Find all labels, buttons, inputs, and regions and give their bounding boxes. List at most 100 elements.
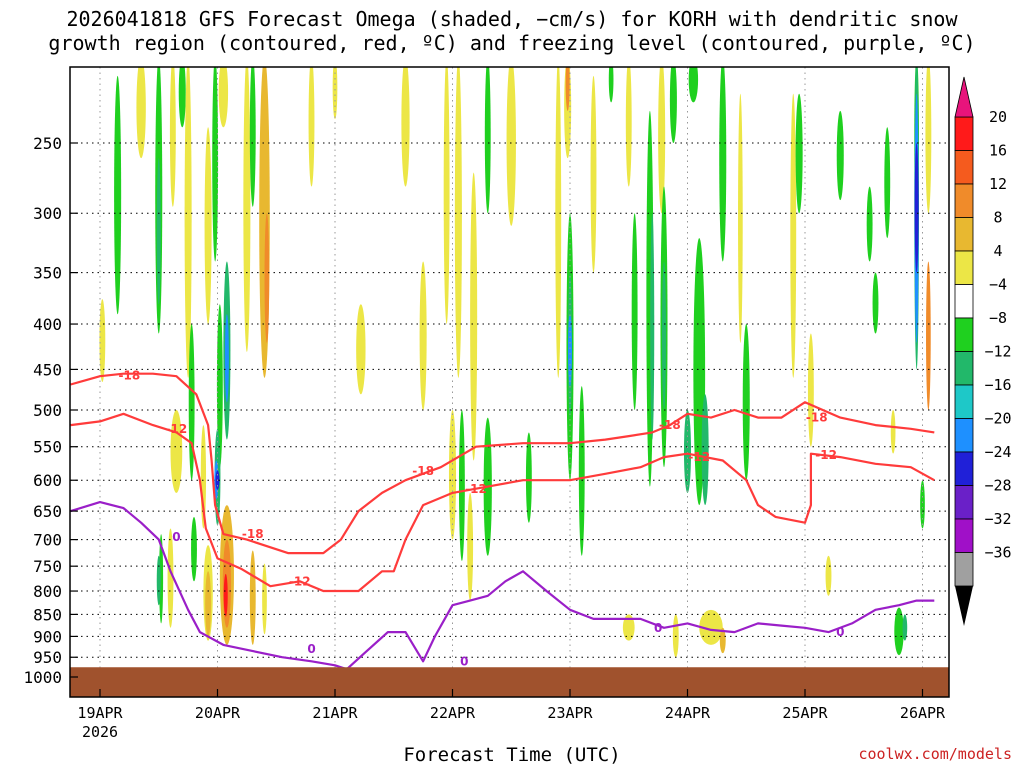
colorbar-label: −16 xyxy=(984,376,1011,394)
colorbar-swatch xyxy=(954,351,974,386)
omega-region xyxy=(795,93,803,214)
omega-region xyxy=(216,304,223,468)
plot-frame xyxy=(69,66,950,698)
colorbar-label: 4 xyxy=(993,242,1002,260)
y-tick-label: 650 xyxy=(33,502,62,521)
contour-label: 0 xyxy=(836,625,844,639)
omega-region xyxy=(872,272,879,334)
contour-label: -12 xyxy=(289,574,311,588)
omega-region xyxy=(169,67,176,207)
y-tick-label: 950 xyxy=(33,648,62,667)
colorbar-label: 16 xyxy=(989,142,1007,160)
colorbar-label: 8 xyxy=(993,209,1002,227)
contour-line xyxy=(70,501,935,671)
omega-region xyxy=(401,67,410,187)
omega-region xyxy=(99,299,106,383)
omega-region xyxy=(156,158,161,305)
x-tick-label: 24APR xyxy=(665,704,711,722)
omega-region xyxy=(525,432,532,523)
contour-label: 0 xyxy=(654,621,662,635)
credit-link[interactable]: coolwx.com/models xyxy=(858,745,1012,763)
omega-region xyxy=(119,0,128,5)
omega-region xyxy=(672,614,679,658)
colorbar-bottom-arrow xyxy=(955,586,973,626)
contour-label: 0 xyxy=(172,530,180,544)
omega-region xyxy=(631,213,638,410)
omega-region xyxy=(470,172,478,461)
x-tick-sublabel: 2026 xyxy=(82,723,118,741)
omega-region xyxy=(914,143,919,273)
y-tick-label: 250 xyxy=(33,134,62,153)
omega-region xyxy=(212,67,219,262)
omega-region xyxy=(884,127,891,239)
omega-region xyxy=(701,394,709,506)
omega-region xyxy=(159,534,164,624)
contour-label: -18 xyxy=(242,527,264,541)
omega-region xyxy=(243,67,251,352)
omega-region xyxy=(308,67,315,187)
contour-label: -18 xyxy=(412,464,434,478)
omega-region xyxy=(622,614,635,641)
omega-region xyxy=(419,261,427,410)
y-tick-label: 850 xyxy=(33,605,62,624)
omega-region xyxy=(688,67,699,103)
y-tick-label: 300 xyxy=(33,204,62,223)
omega-region xyxy=(167,528,174,628)
ground-fill xyxy=(70,667,949,697)
y-tick-label: 450 xyxy=(33,360,62,379)
colorbar-label: −24 xyxy=(984,443,1011,461)
omega-region xyxy=(719,627,726,654)
omega-region xyxy=(578,386,585,556)
omega-region xyxy=(218,67,229,128)
omega-region xyxy=(178,67,186,128)
colorbar-swatch xyxy=(954,451,974,486)
x-axis-title: Forecast Time (UTC) xyxy=(403,744,621,766)
colorbar-swatch xyxy=(954,552,974,587)
contour-label: -12 xyxy=(465,482,487,496)
omega-region xyxy=(264,213,270,343)
x-tick-label: 22APR xyxy=(430,704,476,722)
y-tick-label: 750 xyxy=(33,557,62,576)
colorbar-top-arrow xyxy=(954,76,974,118)
contour-label: -18 xyxy=(806,411,828,425)
contour-label: -18 xyxy=(659,418,681,432)
colorbar-swatch xyxy=(954,284,974,319)
omega-region xyxy=(205,571,212,637)
omega-region xyxy=(204,127,212,325)
omega-region xyxy=(249,550,256,645)
omega-region xyxy=(191,516,197,582)
omega-region xyxy=(658,67,666,214)
omega-region xyxy=(902,614,908,641)
omega-region xyxy=(114,75,122,315)
colorbar-label: −20 xyxy=(984,410,1011,428)
omega-region xyxy=(866,186,873,262)
omega-region xyxy=(590,75,597,273)
omega-region xyxy=(184,67,192,378)
omega-region xyxy=(926,261,931,410)
colorbar-swatch xyxy=(954,317,974,352)
omega-region xyxy=(790,93,797,378)
omega-region xyxy=(443,67,450,325)
colorbar-swatch xyxy=(954,183,974,218)
chart-title-line2: growth region (contoured, red, ºC) and f… xyxy=(48,31,976,55)
y-tick-label: 350 xyxy=(33,264,62,283)
x-tick-label: 21APR xyxy=(312,704,358,722)
contour-label: -12 xyxy=(815,448,837,462)
omega-region xyxy=(925,67,932,214)
omega-region xyxy=(458,410,465,562)
x-tick-label: 26APR xyxy=(900,704,946,722)
omega-region xyxy=(454,67,462,378)
colorbar-label: −28 xyxy=(984,477,1011,495)
colorbar-swatch xyxy=(954,217,974,252)
colorbar-swatch xyxy=(954,150,974,185)
omega-region xyxy=(890,410,896,454)
colorbar-label: −4 xyxy=(989,276,1007,294)
omega-region xyxy=(683,410,692,493)
colorbar-swatch xyxy=(954,418,974,453)
y-tick-label: 400 xyxy=(33,315,62,334)
omega-region xyxy=(565,67,570,111)
y-tick-label: 550 xyxy=(33,438,62,457)
omega-region xyxy=(506,67,516,226)
omega-region xyxy=(568,314,572,387)
